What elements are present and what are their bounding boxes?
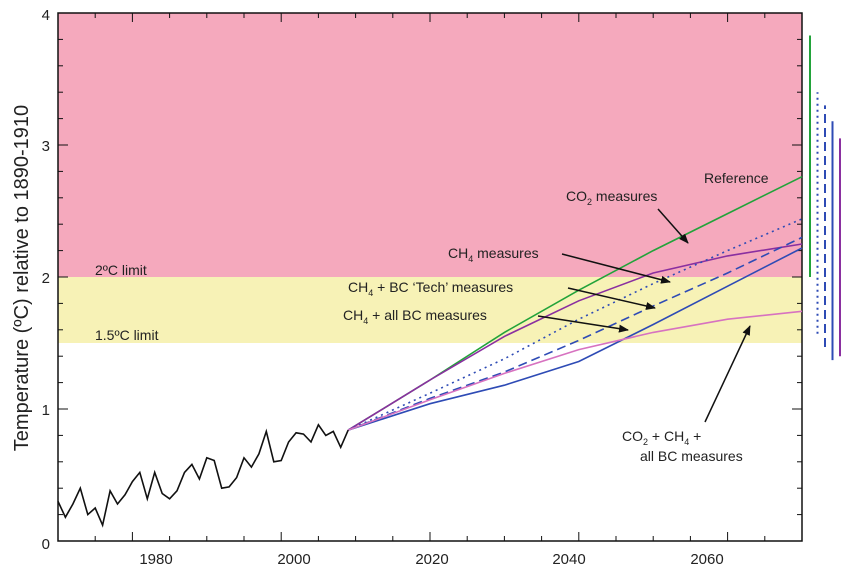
range-bars [809, 35, 841, 361]
x-tick-label: 2040 [552, 551, 585, 568]
annotation-text: + BC ‘Tech’ measures [373, 279, 513, 295]
band-label-1-5c: 1.5ºC limit [95, 327, 159, 343]
x-tick-label: 2000 [277, 551, 310, 568]
x-tick-label: 1980 [139, 551, 172, 568]
annotation-text: + CH [648, 428, 684, 444]
y-axis-title: Temperature (ºC) relative to 1890-1910 [11, 105, 33, 451]
scenario-line [347, 236, 803, 431]
annotation-reference: Reference [704, 170, 769, 186]
annotation-subscript: 2 [643, 437, 648, 447]
annotation-text: CH [348, 279, 368, 295]
limit-bands [58, 13, 802, 343]
x-tick-label: 2060 [690, 551, 723, 568]
annotation-text: measures [473, 245, 538, 261]
y-tick-label: 4 [42, 7, 50, 24]
axis-ticks [57, 12, 803, 542]
annotation-text: CH [448, 245, 468, 261]
limit-band [58, 13, 802, 277]
annotation-text: + all BC measures [368, 307, 487, 323]
annotation-ch4-measures: CH4 measures [448, 245, 539, 264]
annotation-subscript: 4 [468, 254, 473, 264]
annotation-ch4-bc-tech-measures: CH4 + BC ‘Tech’ measures [348, 279, 513, 298]
y-tick-label: 1 [42, 402, 50, 419]
scenario-line [347, 243, 803, 431]
arrow-combo [704, 325, 751, 423]
scenario-line [347, 310, 803, 431]
annotation-text: CH [343, 307, 363, 323]
annotation-text: CO [622, 428, 643, 444]
annotation-subscript: 4 [684, 437, 689, 447]
x-tick-label: 2020 [415, 551, 448, 568]
annotation-subscript: 4 [368, 288, 373, 298]
annotation-co2-measures: CO2 measures [566, 188, 657, 207]
annotation-subscript: 4 [363, 316, 368, 326]
annotation-combo-measures-line1: CO2 + CH4 + [622, 428, 701, 447]
y-tick-labels: 0 1 2 3 4 [42, 7, 50, 553]
annotation-text: CO [566, 188, 587, 204]
y-tick-label: 3 [42, 138, 50, 155]
arrow-ch4 [561, 253, 671, 284]
arrow-ch4-all-bc [537, 315, 629, 333]
x-tick-labels: 1980 2000 2020 2040 2060 [139, 551, 723, 568]
band-label-2c: 2ºC limit [95, 262, 147, 278]
annotation-combo-measures-line2: all BC measures [640, 448, 743, 464]
arrow-co2 [657, 208, 689, 244]
y-tick-label: 2 [42, 270, 50, 287]
annotation-ch4-all-bc-measures: CH4 + all BC measures [343, 307, 487, 326]
annotation-arrows [537, 208, 751, 423]
observed-line [57, 423, 349, 528]
scenario-line [347, 247, 803, 431]
y-tick-label: 0 [42, 536, 50, 553]
arrow-ch4-bc-tech [567, 287, 656, 310]
annotation-subscript: 2 [587, 197, 592, 207]
annotation-text: measures [592, 188, 657, 204]
annotation-text: + [689, 428, 701, 444]
limit-band [58, 277, 802, 343]
